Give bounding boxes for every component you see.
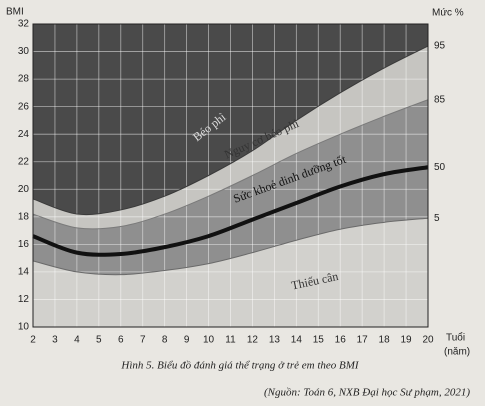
right-axis-label: Mức % [432,8,464,19]
y-tick-label: 14 [18,267,30,278]
y-axis-label: BMI [6,7,24,18]
x-tick-label: 12 [247,335,259,346]
x-tick-label: 2 [30,335,36,346]
y-tick-label: 16 [18,239,30,250]
percentile-line [32,165,429,257]
y-tick-label: 24 [18,129,30,140]
caption: Hình 5. Biểu đồ đánh giá thể trạng ở trẻ… [120,360,359,372]
y-tick-label: 30 [18,46,30,57]
x-tick-label: 11 [225,335,236,346]
y-tick-label: 10 [18,322,30,333]
y-tick-label: 28 [18,74,30,85]
x-tick-label: 14 [291,335,303,346]
series-label: 85 [434,94,446,105]
y-tick-label: 22 [18,156,30,167]
x-tick-label: 19 [400,335,412,346]
y-tick-label: 32 [18,19,30,30]
x-tick-label: 9 [184,335,190,346]
y-tick-label: 12 [18,294,30,305]
plot-frame [32,23,429,328]
x-tick-label: 20 [422,335,434,346]
percentile-line [32,217,429,276]
source: (Nguồn: Toán 6, NXB Đại học Sư phạm, 202… [264,387,470,399]
x-axis-unit: (năm) [444,347,470,358]
y-tick-label: 20 [18,184,30,195]
x-tick-label: 13 [269,335,281,346]
series-label: 50 [434,162,446,173]
y-tick-label: 26 [18,101,30,112]
x-tick-label: 5 [96,335,102,346]
x-tick-label: 17 [357,335,369,346]
series-label: 95 [434,41,446,52]
x-tick-label: 4 [74,335,80,346]
series-label: 5 [434,213,440,224]
x-axis-label: Tuổi [446,332,465,344]
x-tick-label: 16 [335,335,347,346]
band [33,167,428,275]
percentile-line [32,99,429,230]
x-tick-label: 15 [313,335,325,346]
x-tick-label: 7 [140,335,146,346]
y-tick-label: 18 [18,211,30,222]
x-tick-label: 18 [379,335,391,346]
x-tick-label: 8 [162,335,168,346]
percentile-line [32,45,429,216]
x-tick-label: 10 [203,335,215,346]
x-tick-label: 6 [118,335,124,346]
x-tick-label: 3 [52,335,58,346]
